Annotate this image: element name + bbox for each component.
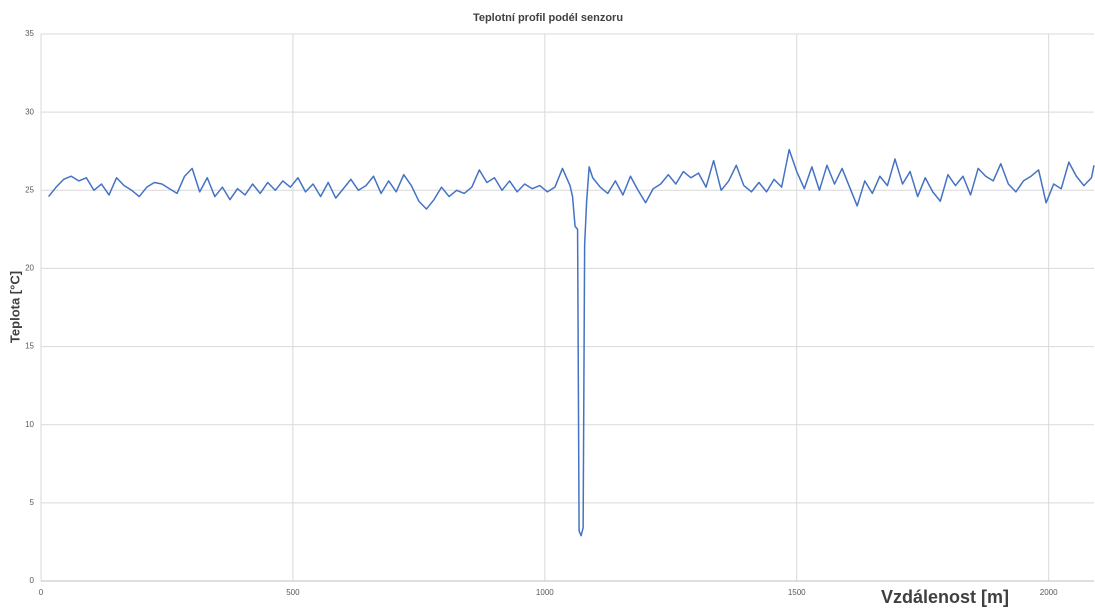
y-axis-label: Teplota [°C] [7,271,22,343]
y-tick-label: 25 [25,185,34,194]
x-tick-label: 1000 [536,588,554,597]
x-tick-label: 500 [286,588,300,597]
y-tick-label: 10 [25,420,34,429]
x-axis-label: Vzdálenost [m] [881,587,1009,607]
data-line [47,148,1095,537]
y-tick-label: 15 [25,342,34,351]
y-tick-label: 5 [30,498,35,507]
y-tick-label: 35 [25,29,34,38]
x-tick-label: 0 [39,588,44,597]
y-tick-label: 20 [25,264,34,273]
y-tick-label: 30 [25,107,34,116]
x-tick-label: 2000 [1040,588,1058,597]
y-tick-label: 0 [30,576,35,585]
x-tick-label: 1500 [788,588,806,597]
chart-title: Teplotní profil podél senzoru [473,12,623,24]
